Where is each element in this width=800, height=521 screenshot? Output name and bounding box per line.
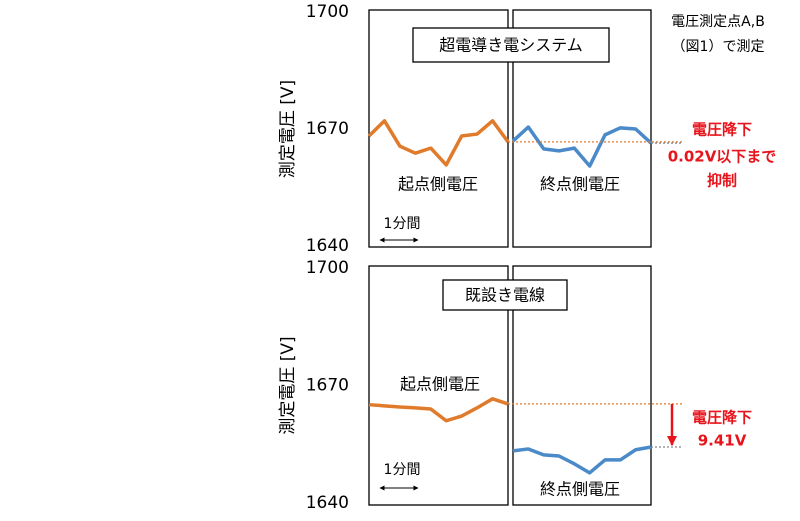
y-axis-label: 測定電圧 [V]	[278, 336, 298, 434]
series-line	[368, 397, 509, 423]
y-tick-label: 1670	[306, 376, 349, 396]
title-box	[442, 279, 568, 311]
y-tick-label: 1640	[306, 236, 349, 256]
panel-title: 既設き電線	[465, 286, 545, 305]
drop-note: 抑制	[707, 172, 737, 190]
title-box	[412, 27, 610, 63]
y-tick-label: 1670	[306, 119, 349, 139]
panel-frame	[368, 265, 509, 506]
drop-note: 電圧降下	[692, 409, 752, 427]
series-line	[512, 445, 652, 475]
panel-frame	[512, 9, 652, 248]
series-line	[511, 125, 653, 168]
panel-frame	[368, 9, 509, 248]
measure-note: 電圧測定点A,B	[671, 14, 765, 30]
drop-note: 9.41V	[698, 432, 747, 450]
drop-note: 0.02V以下まで	[668, 148, 777, 166]
scale-note: 1分間	[384, 216, 421, 232]
series-line	[367, 119, 510, 167]
scale-note: 1分間	[384, 462, 421, 478]
y-axis-label: 測定電圧 [V]	[278, 80, 298, 178]
y-tick-label: 1700	[306, 2, 349, 22]
panel-title: 超電導き電システム	[439, 36, 583, 55]
drop-note: 電圧降下	[692, 121, 752, 139]
panel-frame	[512, 265, 652, 506]
series-label: 終点側電圧	[540, 480, 620, 499]
series-label: 起点側電圧	[400, 375, 480, 394]
y-tick-label: 1700	[306, 258, 349, 278]
measure-note: （図1）で測定	[672, 39, 765, 55]
y-tick-label: 1640	[306, 493, 349, 513]
series-label: 起点側電圧	[398, 175, 478, 194]
series-label: 終点側電圧	[540, 175, 620, 194]
